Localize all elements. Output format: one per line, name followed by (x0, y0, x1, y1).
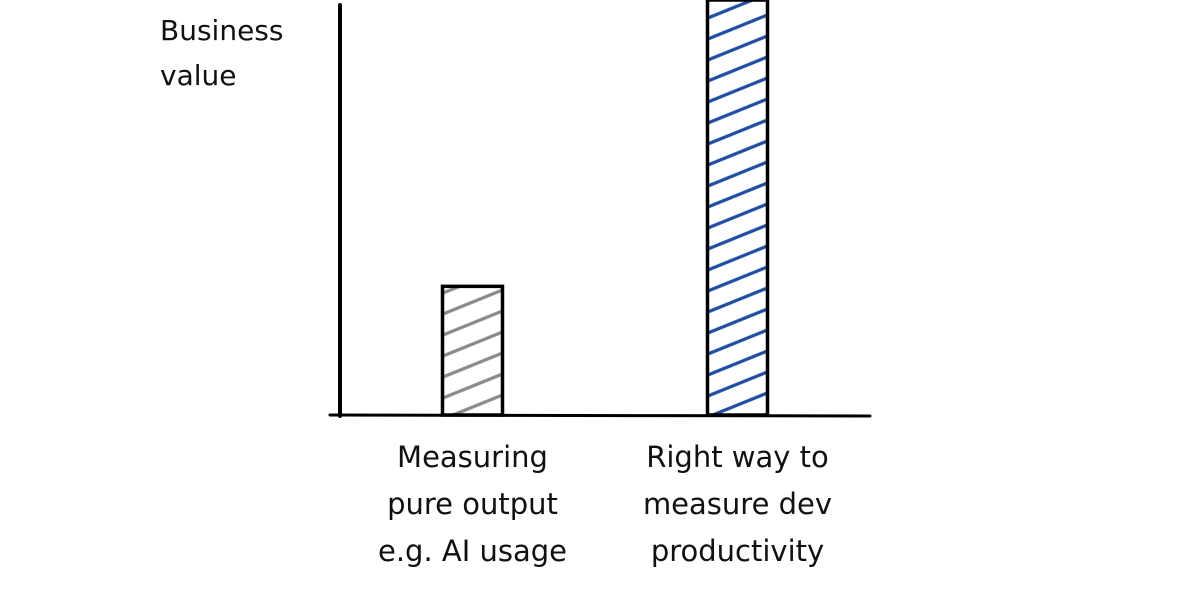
bar (705, 0, 770, 417)
y-axis-label: Business value (160, 14, 284, 92)
bar (440, 284, 505, 417)
x-tick-label: Measuring pure output e.g. AI usage (377, 440, 568, 568)
x-axis (328, 413, 872, 418)
x-tick-label: Right way to measure dev productivity (642, 440, 833, 568)
